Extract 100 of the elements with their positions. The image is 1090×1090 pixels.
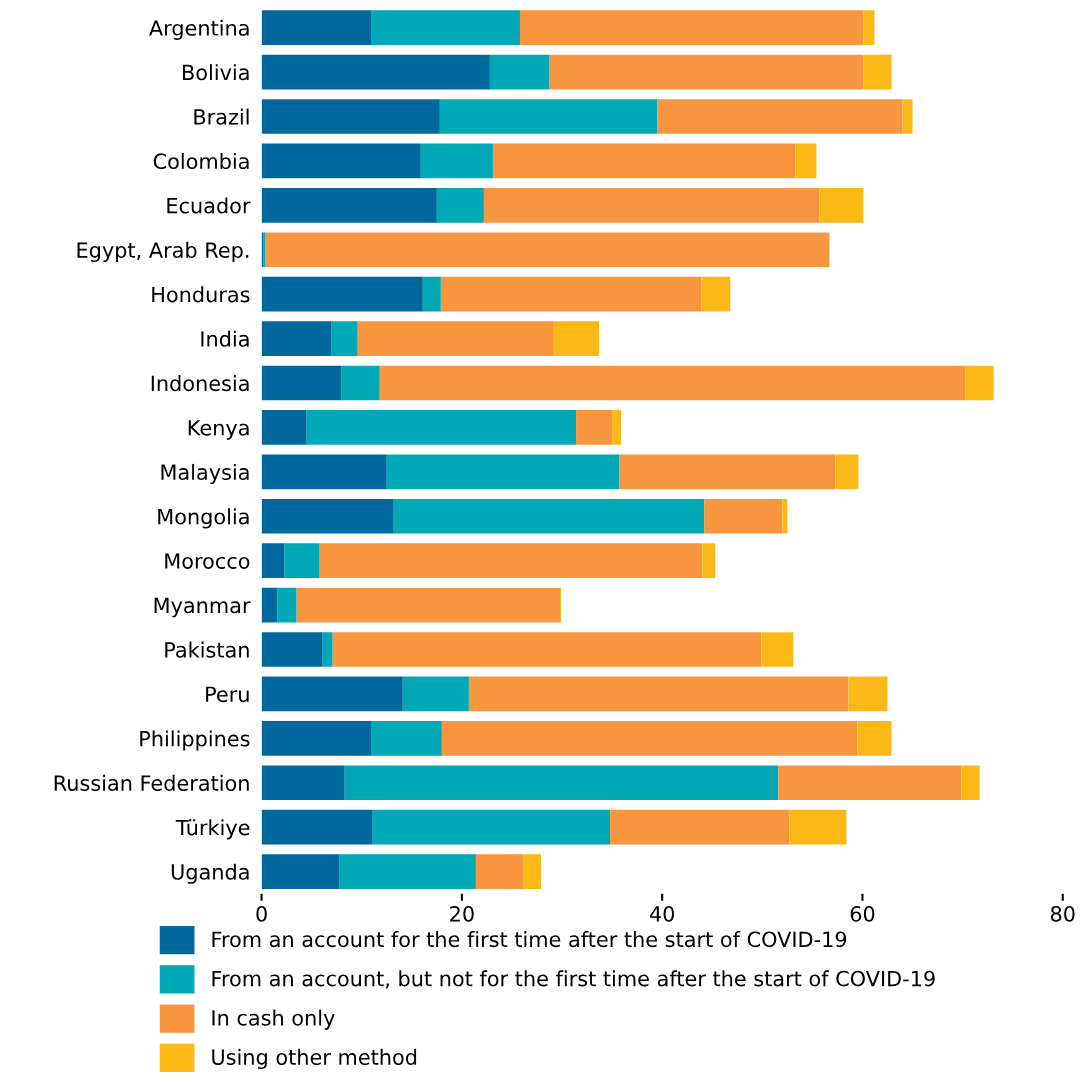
y-tick-label: Peru [206,686,249,703]
legend-label: Using other method [212,1048,417,1070]
x-tick-label: 0 [256,905,267,922]
bar [261,854,340,889]
bar [379,365,966,401]
bar [902,99,913,134]
y-tick-label: Kenya [188,420,249,440]
bar [339,854,476,889]
bar [553,321,600,356]
bar [961,765,980,801]
bar [420,143,493,179]
bar [519,10,864,45]
y-tick-label: Malaysia [161,463,249,485]
bar [261,54,490,90]
bar [402,676,469,712]
bar [261,632,323,667]
bar [857,721,892,756]
y-tick-label: Morocco [165,553,250,569]
bar [319,543,703,578]
bar [357,321,554,356]
y-tick-label: Egypt, Arab Rep. [77,241,249,262]
bar [261,765,345,801]
bar [619,454,836,490]
bar [702,543,716,578]
x-tick-label: 80 [1050,905,1075,922]
bar [863,10,875,45]
bar [372,809,611,845]
bar [371,10,520,45]
bar [483,188,820,223]
bar [778,765,962,801]
y-tick-label: Ecuador [167,197,251,214]
legend-label: From an account for the first time after the start of COVID-19 [212,931,847,948]
bar [863,54,892,90]
bar [261,587,278,623]
bar [261,809,373,845]
bar [261,99,440,134]
y-tick-label: Uganda [171,863,249,884]
legend-label: From an account, but not for the first time after the start of COVID-19 [212,970,935,989]
bar [261,498,394,534]
bar [819,188,864,223]
bar [576,410,613,445]
bar [332,632,762,667]
bar [441,721,858,756]
y-tick-label: Honduras [152,286,250,303]
bar [657,99,903,134]
bar [704,498,783,534]
bar [296,587,561,623]
bar [261,321,332,356]
bar [468,676,849,712]
bar [761,632,794,667]
bar [261,410,307,445]
bar [835,454,859,490]
bar [440,276,702,312]
bar [393,498,705,534]
y-tick-label: Bolivia [183,64,249,81]
bar [492,143,796,179]
y-tick-label: Türkiye [175,819,250,840]
bar [610,809,790,845]
y-tick-label: Pakistan [165,641,249,658]
bar [789,809,847,845]
bar [261,454,387,490]
y-tick-label: India [201,330,249,347]
y-tick-label: Myanmar [154,597,251,618]
legend-label: In cash only [212,1009,335,1030]
bar [261,10,372,45]
bar [475,854,523,889]
bar [261,365,342,401]
bar [422,276,441,312]
bar [439,99,658,134]
bar [795,143,817,179]
bar [701,276,731,312]
bar [341,365,380,401]
bar [261,276,423,312]
bar [489,54,550,90]
y-tick-label: Mongolia [158,508,249,529]
bar [306,410,577,445]
y-tick-label: Russian Federation [54,774,249,791]
bar [322,632,333,667]
bar [612,410,622,445]
bar [782,498,788,534]
y-tick-label: Indonesia [151,375,249,392]
x-tick-label: 60 [850,905,875,922]
y-tick-label: Colombia [153,153,249,170]
bar [261,143,421,179]
x-tick-label: 20 [450,905,474,922]
bar [284,543,320,578]
bar [261,721,372,756]
bar [344,765,779,801]
bar [261,543,285,578]
bar [277,587,297,623]
y-tick-label: Brazil [194,108,249,125]
y-tick-label: Argentina [149,19,249,40]
y-tick-label: Philippines [140,730,250,751]
bar [965,365,994,401]
bar [522,854,541,889]
x-tick-label: 40 [649,905,675,922]
bar [371,721,442,756]
bar [261,676,403,712]
bar [436,188,484,223]
bar [265,232,830,268]
